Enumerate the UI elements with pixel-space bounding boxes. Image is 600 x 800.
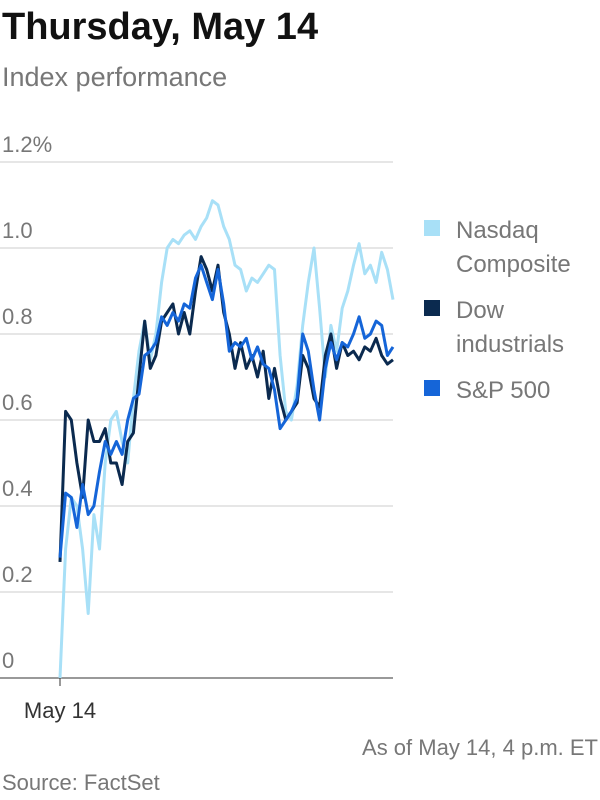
chart-subtitle: Index performance [2,62,228,92]
x-tick-label: May 14 [24,698,96,723]
y-tick-label: 0.6 [2,390,33,415]
series-line [58,263,395,558]
note: As of May 14, 4 p.m. ET [362,735,598,760]
source: Source: FactSet [2,770,160,795]
series-line [58,199,395,679]
y-tick-label: 0.4 [2,476,33,501]
chart-title: Thursday, May 14 [2,6,319,48]
legend-item: Dow industrials [424,294,600,362]
legend: Nasdaq Composite Dow industrials S&P 500 [424,214,600,420]
y-tick-label: 0.2 [2,562,33,587]
legend-item: Nasdaq Composite [424,214,600,282]
legend-swatch [424,380,440,396]
legend-item: S&P 500 [424,374,600,408]
legend-swatch [424,220,440,236]
legend-label: Dow industrials [456,297,565,358]
legend-swatch [424,300,440,316]
legend-label: Nasdaq Composite [456,217,571,278]
y-tick-label: 1.2% [2,132,52,157]
legend-label: S&P 500 [456,377,551,404]
y-tick-label: 0.8 [2,304,33,329]
y-tick-label: 1.0 [2,218,33,243]
y-tick-label: 0 [2,648,14,673]
